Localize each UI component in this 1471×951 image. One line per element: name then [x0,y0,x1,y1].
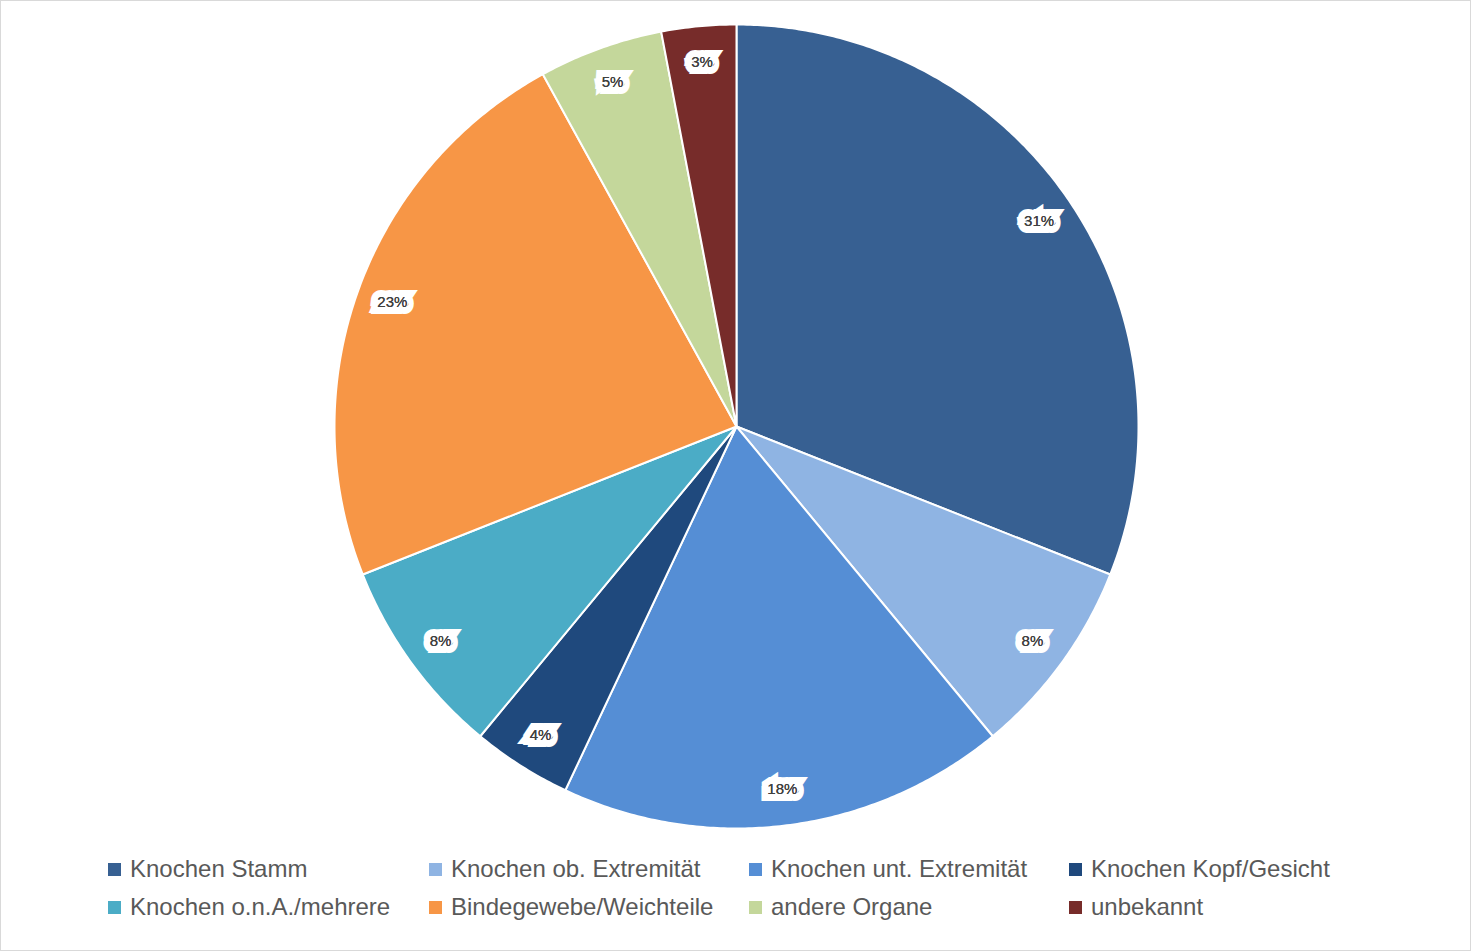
html-text:Knochen Kopf/Gesicht: Knochen Kopf/Gesicht [1091,855,1330,882]
html-text:Knochen ob. Extremität: Knochen ob. Extremität [451,855,701,882]
svg-text:18%: 18% [767,780,797,797]
svg-text:31%: 31% [1024,212,1054,229]
html-text:Knochen o.n.A./mehrere: Knochen o.n.A./mehrere [130,893,391,920]
svg-text:8%: 8% [430,632,452,649]
svg-text:3%: 3% [691,53,713,70]
svg-text:23%: 23% [377,293,407,310]
svg-text:31%: 31% [1024,212,1054,229]
svg-text:4%: 4% [530,726,552,743]
svg-text:8%: 8% [1022,632,1044,649]
html-text:unbekannt: unbekannt [1091,893,1204,920]
svg-text:5%: 5% [602,73,624,90]
html-text:Knochen Stamm: Knochen Stamm [130,855,308,882]
svg-text:23%: 23% [377,293,407,310]
svg-text:18%: 18% [767,780,797,797]
svg-text:3%: 3% [691,53,713,70]
svg-text:4%: 4% [530,726,552,743]
svg-text:5%: 5% [602,73,624,90]
html-text:Knochen unt. Extremität: Knochen unt. Extremität [771,855,1028,882]
svg-text:8%: 8% [430,632,452,649]
html-text:andere Organe: andere Organe [771,893,933,920]
svg-text:8%: 8% [1022,632,1044,649]
html-text:Bindegewebe/Weichteile: Bindegewebe/Weichteile [451,893,714,920]
